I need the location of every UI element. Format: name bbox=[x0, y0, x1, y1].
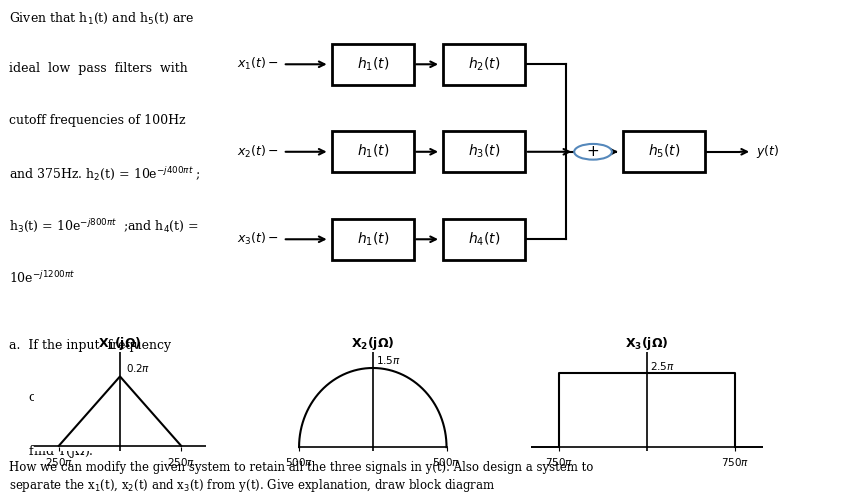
Text: $x_2(t)-$: $x_2(t)-$ bbox=[237, 144, 279, 160]
Bar bbox=[333, 131, 414, 172]
Text: $h_1(t)$: $h_1(t)$ bbox=[357, 231, 389, 248]
Text: $1.5\pi$: $1.5\pi$ bbox=[375, 355, 400, 367]
Text: $h_4(t)$: $h_4(t)$ bbox=[468, 231, 500, 248]
Text: contents  are  as  shown,: contents are as shown, bbox=[9, 391, 186, 404]
Bar bbox=[443, 131, 524, 172]
Bar bbox=[333, 44, 414, 85]
Text: Given that h$_1$(t) and h$_5$(t) are: Given that h$_1$(t) and h$_5$(t) are bbox=[9, 11, 194, 26]
Text: How we can modify the given system to retain all the three signals in y(t). Also: How we can modify the given system to re… bbox=[9, 461, 593, 494]
Bar bbox=[443, 219, 524, 260]
Text: and 375Hz. h$_2$(t) = 10e$^{-j400\pi t}$ ;: and 375Hz. h$_2$(t) = 10e$^{-j400\pi t}$… bbox=[9, 166, 201, 183]
Text: a.  If the input  frequency: a. If the input frequency bbox=[9, 339, 171, 352]
Text: $h_1(t)$: $h_1(t)$ bbox=[357, 56, 389, 73]
Circle shape bbox=[574, 144, 612, 160]
Text: $h_1(t)$: $h_1(t)$ bbox=[357, 143, 389, 161]
Text: ideal  low  pass  filters  with: ideal low pass filters with bbox=[9, 62, 188, 75]
Bar bbox=[443, 44, 524, 85]
Text: $h_3(t)$: $h_3(t)$ bbox=[468, 143, 500, 161]
Text: cutoff frequencies of 100Hz: cutoff frequencies of 100Hz bbox=[9, 114, 185, 127]
Title: $\mathbf{X_1(j\Omega)}$: $\mathbf{X_1(j\Omega)}$ bbox=[99, 335, 141, 352]
Text: $2.5\pi$: $2.5\pi$ bbox=[650, 360, 675, 372]
Text: $0.2\pi$: $0.2\pi$ bbox=[126, 363, 151, 374]
Text: $h_2(t)$: $h_2(t)$ bbox=[468, 56, 500, 73]
Text: $x_3(t)-$: $x_3(t)-$ bbox=[237, 231, 279, 248]
Text: 10e$^{-j1200\pi t}$: 10e$^{-j1200\pi t}$ bbox=[9, 270, 75, 286]
Text: $+$: $+$ bbox=[586, 144, 600, 159]
Text: find Y(j$\Omega$).: find Y(j$\Omega$). bbox=[9, 443, 93, 460]
Text: h$_3$(t) = 10e$^{-j800\pi t}$  ;and h$_4$(t) =: h$_3$(t) = 10e$^{-j800\pi t}$ ;and h$_4$… bbox=[9, 218, 199, 235]
Text: $h_5(t)$: $h_5(t)$ bbox=[648, 143, 680, 161]
Text: $x_1(t)-$: $x_1(t)-$ bbox=[237, 56, 279, 72]
Bar bbox=[333, 219, 414, 260]
Text: $y(t)$: $y(t)$ bbox=[756, 143, 780, 160]
Title: $\mathbf{X_2(j\Omega)}$: $\mathbf{X_2(j\Omega)}$ bbox=[351, 335, 394, 352]
Title: $\mathbf{X_3(j\Omega)}$: $\mathbf{X_3(j\Omega)}$ bbox=[626, 335, 668, 352]
Bar bbox=[624, 131, 704, 172]
